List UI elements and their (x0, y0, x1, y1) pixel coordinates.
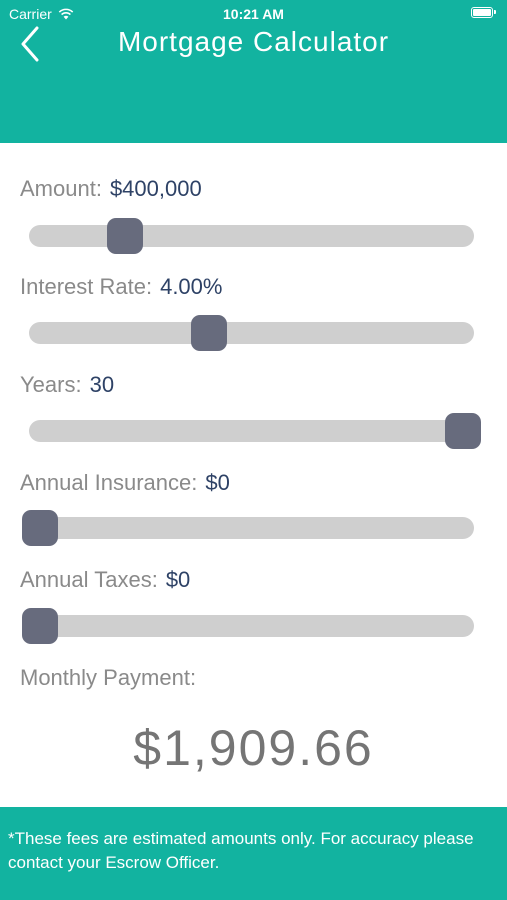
header-bar: Carrier 10:21 AM Mortgage Calculator (0, 0, 507, 143)
years-slider[interactable] (29, 413, 481, 449)
slider-thumb[interactable] (22, 510, 58, 546)
calculator-form: Amount: $400,000 Interest Rate: 4.00% Year… (0, 143, 507, 807)
amount-value: $400,000 (109, 176, 202, 201)
amount-label-row: Amount: $400,000 (20, 176, 202, 202)
amount-slider[interactable] (29, 218, 474, 254)
annual-taxes-value: $0 (165, 567, 191, 592)
slider-thumb[interactable] (191, 315, 228, 351)
wifi-icon (58, 8, 74, 20)
status-time: 10:21 AM (223, 6, 284, 22)
status-bar: Carrier 10:21 AM (0, 0, 507, 28)
carrier-info: Carrier (9, 6, 74, 22)
monthly-payment-label: Monthly Payment: (20, 665, 197, 690)
slider-thumb[interactable] (106, 218, 143, 254)
amount-label: Amount: (20, 176, 102, 201)
annual-taxes-label-row: Annual Taxes: $0 (20, 567, 190, 593)
monthly-payment-value: $1,909.66 (133, 720, 374, 776)
interest-rate-value: 4.00% (160, 274, 223, 299)
disclaimer-text: *These fees are estimated amounts only. … (8, 829, 474, 872)
annual-taxes-slider[interactable] (22, 608, 474, 644)
years-label-row: Years: 30 (20, 372, 114, 398)
slider-thumb[interactable] (22, 608, 58, 644)
slider-thumb[interactable] (445, 413, 481, 449)
carrier-label: Carrier (9, 6, 52, 22)
annual-insurance-label: Annual Insurance: (20, 470, 198, 495)
disclaimer-footer: *These fees are estimated amounts only. … (0, 807, 507, 900)
slider-track (29, 225, 474, 247)
slider-track (29, 420, 474, 442)
annual-insurance-value: $0 (205, 470, 230, 495)
interest-rate-slider[interactable] (29, 315, 474, 351)
years-value: 30 (89, 372, 115, 397)
slider-track (29, 517, 474, 539)
page-title: Mortgage Calculator (117, 26, 390, 57)
interest-rate-label: Interest Rate: (20, 274, 153, 299)
slider-track (29, 615, 474, 637)
years-label: Years: (20, 372, 82, 397)
interest-rate-label-row: Interest Rate: 4.00% (20, 274, 222, 300)
battery-icon (471, 7, 496, 18)
back-button[interactable] (12, 24, 48, 64)
slider-track (29, 322, 474, 344)
chevron-left-icon (21, 26, 39, 62)
annual-taxes-label: Annual Taxes: (20, 567, 158, 592)
annual-insurance-slider[interactable] (22, 510, 474, 546)
annual-insurance-label-row: Annual Insurance: $0 (20, 470, 230, 496)
